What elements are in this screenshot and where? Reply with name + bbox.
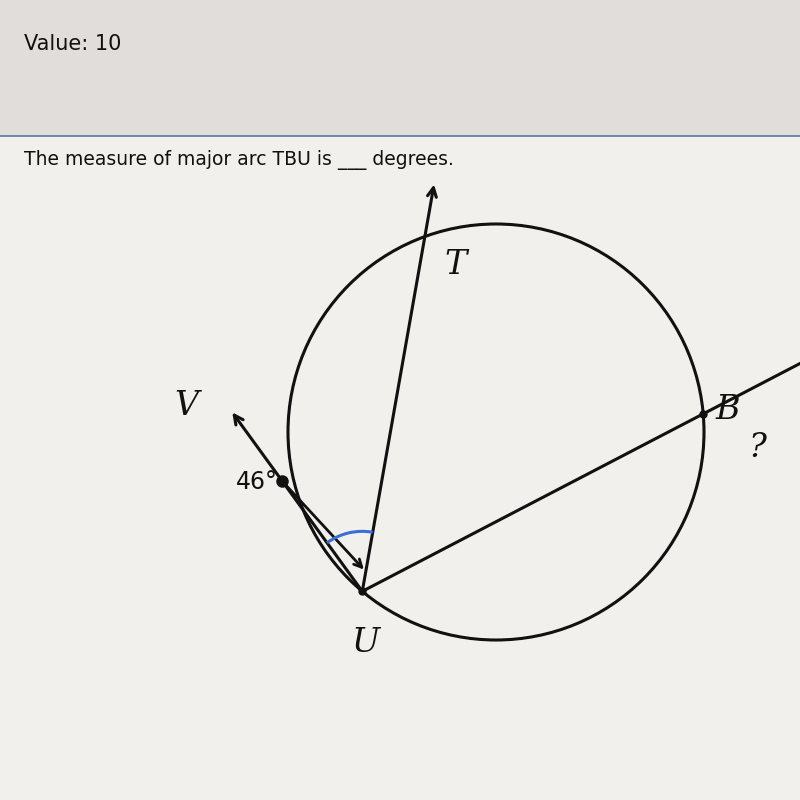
Text: Value: 10: Value: 10: [24, 34, 122, 54]
FancyBboxPatch shape: [0, 0, 800, 136]
Text: 46°: 46°: [236, 470, 278, 494]
Text: T: T: [445, 249, 467, 281]
Text: ?: ?: [748, 432, 766, 464]
Text: The measure of major arc TBU is ___ degrees.: The measure of major arc TBU is ___ degr…: [24, 150, 454, 170]
Text: U: U: [352, 627, 380, 659]
Text: B: B: [715, 394, 740, 426]
Text: V: V: [174, 390, 198, 422]
